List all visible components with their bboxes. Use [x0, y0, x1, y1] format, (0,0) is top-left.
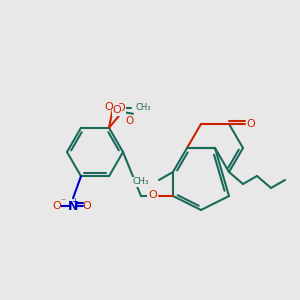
- Text: O: O: [125, 116, 133, 126]
- Text: O: O: [148, 190, 157, 200]
- Text: +: +: [71, 197, 78, 206]
- Text: CH₃: CH₃: [132, 178, 149, 187]
- Text: O: O: [117, 103, 125, 113]
- Text: O: O: [52, 201, 62, 211]
- Text: O: O: [247, 119, 255, 129]
- Text: N: N: [68, 200, 78, 213]
- Text: CH₃: CH₃: [136, 103, 152, 112]
- Text: O: O: [82, 201, 91, 211]
- Text: ⁻: ⁻: [60, 197, 66, 207]
- Text: O: O: [105, 102, 113, 112]
- Text: O: O: [112, 105, 122, 115]
